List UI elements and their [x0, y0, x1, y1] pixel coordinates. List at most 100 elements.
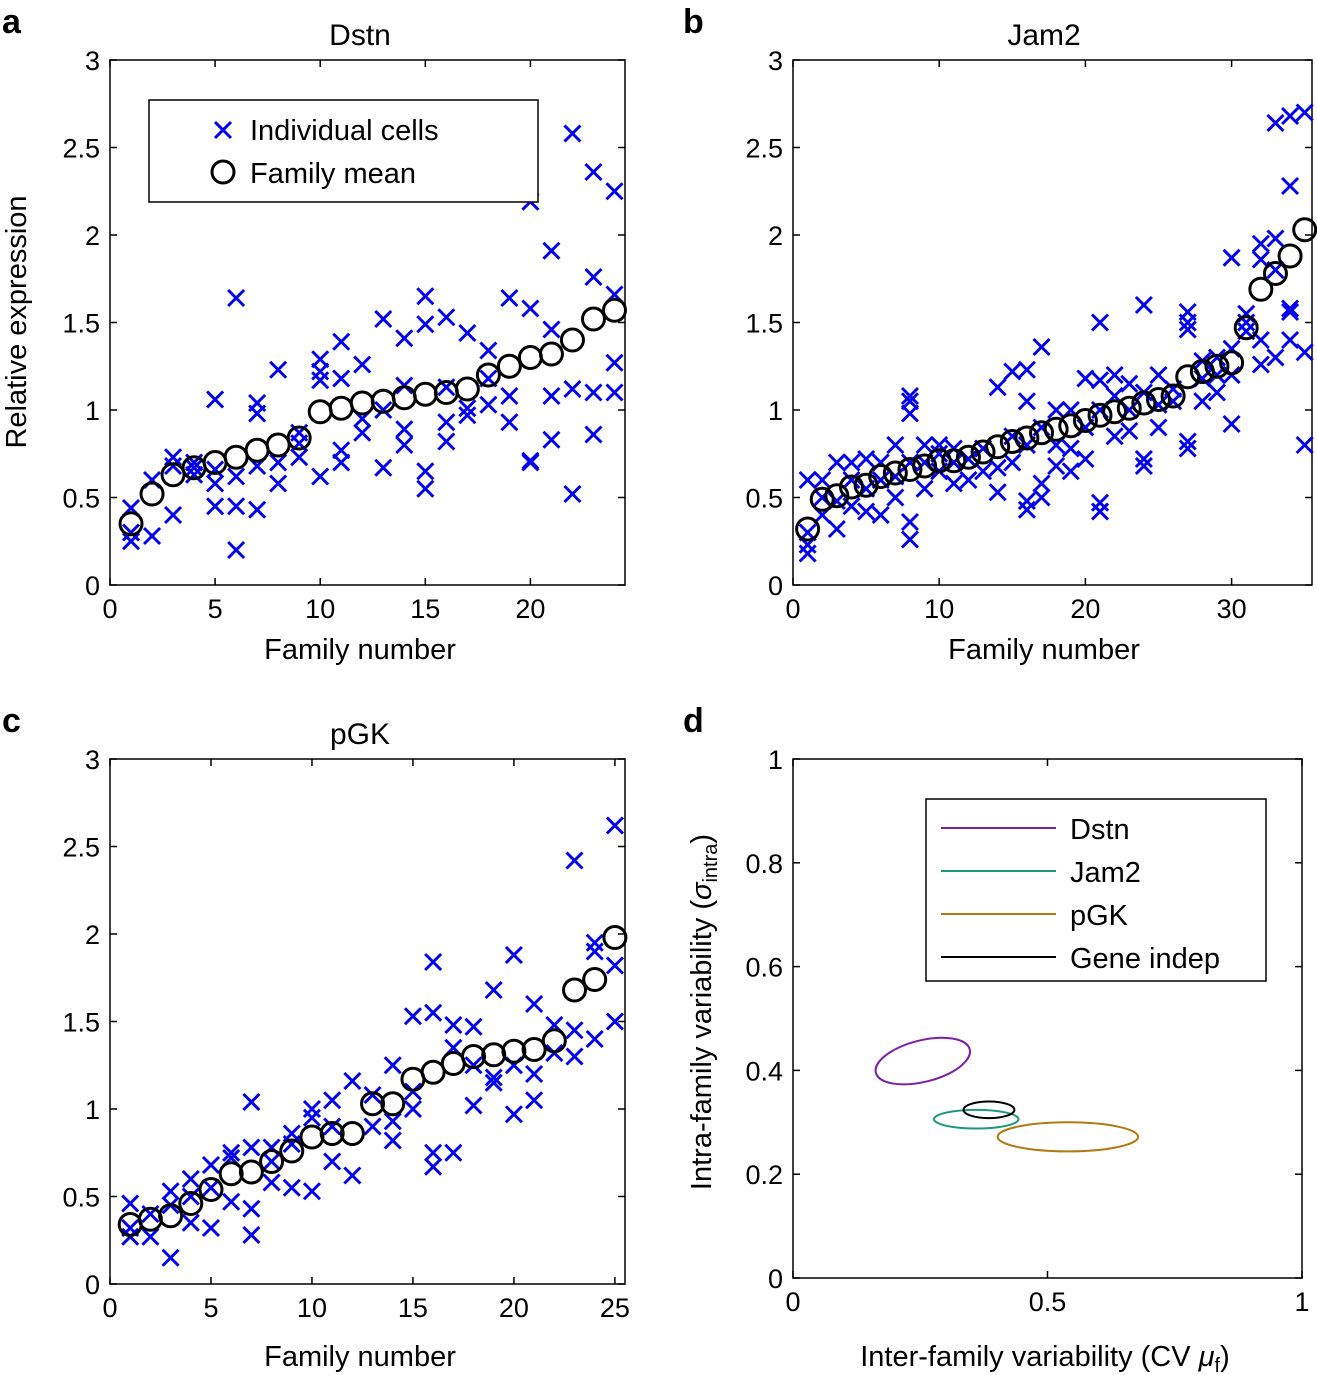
family-mean-point: [433, 380, 459, 405]
family-mean-point: [1233, 315, 1259, 341]
plot-frame-c: [109, 758, 626, 1285]
family-mean-point: [795, 516, 821, 542]
x-tick-label: 25: [600, 1293, 630, 1323]
family-mean-point: [521, 1037, 547, 1062]
x-axis-label-d: Inter-family variability (CV μf): [860, 1341, 1230, 1375]
y-tick-label: 1: [768, 396, 783, 426]
legend-marker-cells: [213, 120, 233, 140]
cell-point: [1295, 435, 1314, 455]
cell-point: [222, 1192, 241, 1211]
family-mean-point: [1277, 243, 1303, 269]
cell-point: [181, 1187, 200, 1206]
y-tick-label: 0.5: [745, 484, 783, 514]
family-mean-point: [380, 1091, 406, 1117]
cell-point: [1134, 295, 1153, 315]
cell-point: [1178, 439, 1197, 458]
x-tick-label: 10: [305, 594, 335, 624]
cell-point: [973, 462, 993, 481]
family-mean-point: [882, 460, 908, 486]
family-mean-point: [602, 925, 628, 950]
cell-point: [900, 512, 920, 532]
cell-point: [227, 540, 246, 560]
family-mean-point: [538, 341, 564, 367]
cell-point: [944, 474, 963, 493]
x-tick-label: 1: [1294, 1287, 1309, 1317]
cell-point: [424, 1157, 443, 1176]
family-mean-point: [1102, 399, 1128, 425]
family-mean-point: [580, 306, 606, 332]
cell-point: [479, 341, 498, 360]
family-mean-point: [461, 1044, 487, 1069]
cell-point: [1032, 488, 1051, 507]
cell-point: [813, 470, 832, 490]
cell-point: [857, 502, 876, 521]
axis-ticks-b: 0 10 20 30 0 0.5 1 1.5 2 2.5 3: [745, 46, 1312, 624]
family-mean-point: [1072, 408, 1098, 433]
cell-point: [565, 851, 584, 870]
family-mean-point: [985, 434, 1011, 460]
family-mean-point: [198, 1177, 224, 1202]
cell-point: [383, 1112, 402, 1131]
cell-point: [585, 933, 604, 952]
panel-letter-b: b: [683, 3, 704, 41]
cell-point: [332, 369, 351, 388]
family-mean-point: [158, 1203, 184, 1229]
cell-point: [1120, 421, 1139, 441]
plot-area-a: [118, 124, 627, 560]
cell-point: [416, 315, 435, 334]
axis-ticks-c: 0 5 10 15 20 25 0 0.5 1 1.5 2 2.5 3: [62, 745, 629, 1323]
legend-a: Individual cells Family mean: [148, 99, 539, 203]
ellipse-gene-indep: [962, 1100, 1016, 1120]
cell-point: [181, 1213, 200, 1232]
y-tick-label: 0.2: [745, 1160, 783, 1190]
legend-label-cells: Individual cells: [250, 115, 439, 147]
cell-point: [416, 462, 435, 481]
cell-point: [1178, 320, 1197, 339]
family-mean-point: [824, 483, 850, 509]
x-axis-label-a: Family number: [264, 634, 456, 666]
x-tick-label: 0: [102, 594, 117, 624]
cell-point: [383, 1131, 402, 1150]
cell-point: [1061, 439, 1080, 458]
family-mean-point: [454, 376, 480, 402]
panel-letter-d: d: [683, 702, 704, 740]
cell-point: [302, 1108, 322, 1127]
plot-title-a: Dstn: [329, 19, 391, 52]
cell-point: [886, 488, 905, 507]
cell-point: [242, 1199, 261, 1218]
y-tick-label: 1: [768, 745, 783, 775]
family-mean-point: [349, 390, 375, 416]
cell-point: [311, 467, 330, 486]
y-tick-label: 3: [768, 46, 783, 76]
ellipse-pgk: [996, 1121, 1140, 1153]
cell-point: [525, 1091, 544, 1110]
cell-point: [1134, 449, 1153, 469]
family-mean-point: [400, 1066, 426, 1092]
cell-point: [395, 329, 414, 348]
x-tick-label: 0: [102, 1293, 117, 1323]
cell-point: [1266, 229, 1285, 248]
cell-point: [206, 460, 225, 479]
cell-point: [383, 1056, 402, 1075]
family-mean-point: [1087, 402, 1113, 428]
family-mean-point: [117, 1212, 143, 1237]
x-tick-label: 20: [1070, 594, 1100, 624]
family-mean-point: [1248, 276, 1274, 302]
plot-title-b: Jam2: [1007, 19, 1080, 52]
cell-point: [282, 1178, 301, 1197]
cell-point: [323, 1152, 342, 1171]
family-mean-point: [1058, 413, 1084, 439]
cell-point: [416, 479, 435, 498]
cell-point: [222, 1143, 241, 1162]
cell-point: [201, 1155, 221, 1175]
cell-point: [1207, 348, 1227, 367]
family-mean-point: [941, 448, 967, 474]
cell-point: [332, 332, 351, 351]
family-mean-point: [838, 474, 864, 500]
cell-point: [1222, 414, 1241, 434]
cell-point: [161, 1248, 180, 1267]
y-tick-label: 2: [85, 920, 100, 950]
family-mean-point: [307, 399, 333, 425]
family-mean-point: [339, 1121, 365, 1146]
y-tick-label: 0: [85, 1270, 100, 1300]
